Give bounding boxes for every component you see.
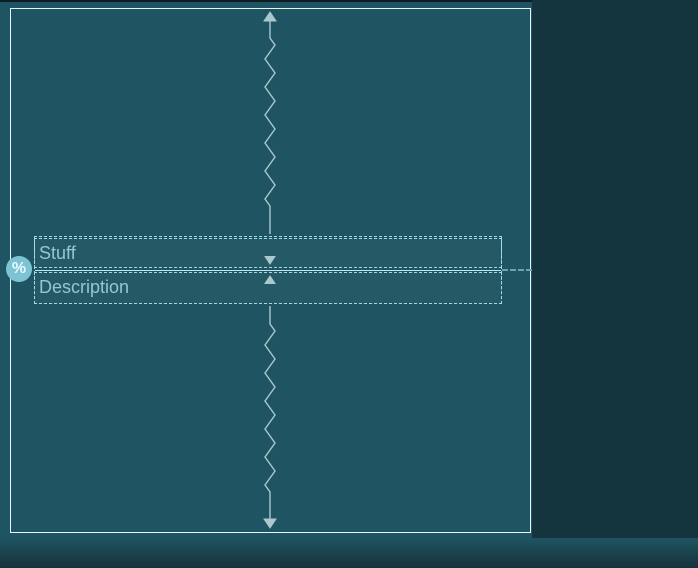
layout-canvas[interactable]: Stuff Description % [0, 0, 698, 568]
row-label: Stuff [35, 239, 501, 267]
trailing-constraint-guide [502, 269, 532, 271]
canvas-empty-area [532, 0, 698, 568]
canvas-bottom-fade [0, 538, 698, 568]
table-row[interactable]: Stuff [34, 238, 502, 268]
table-row[interactable]: Description [34, 272, 502, 304]
cell-divider [35, 270, 501, 271]
percent-badge-icon[interactable]: % [6, 256, 32, 282]
percent-badge-text: % [12, 260, 26, 278]
row-label: Description [35, 273, 501, 301]
